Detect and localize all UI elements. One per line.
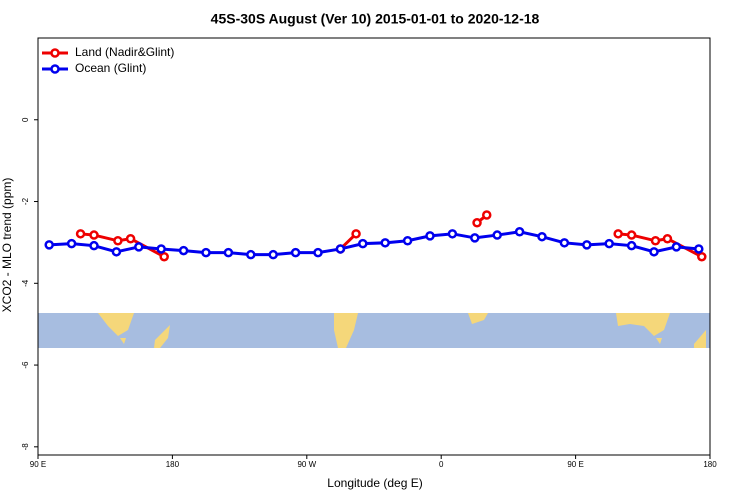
data-point [626,230,637,240]
data-point [402,236,413,246]
chart-title: 45S-30S August (Ver 10) 2015-01-01 to 20… [211,11,540,27]
data-point [290,247,301,258]
land-shape [154,325,170,348]
x-tick-label: 90 W [297,460,316,469]
data-point [537,231,547,242]
land-shape [468,313,488,324]
land-shape [120,338,126,344]
y-tick-label: -2 [21,197,30,205]
series-line [49,230,699,257]
x-axis-label: Longitude (deg E) [327,476,422,490]
data-point [626,240,637,251]
data-point [351,229,361,239]
data-point [358,238,368,249]
data-point [649,247,659,257]
land-shape [616,313,670,336]
y-tick-label: -8 [21,443,30,451]
y-tick-label: -4 [21,279,30,287]
data-point [694,244,704,254]
land-shape [656,338,662,344]
data-point [613,229,623,239]
data-point [425,231,435,241]
plot-frame [37,37,711,456]
data-point [447,229,458,239]
data-point [111,247,122,257]
data-point [268,249,278,260]
x-tick-label: 180 [703,460,717,469]
data-point [125,233,136,244]
data-point [201,247,211,258]
data-point [671,242,682,252]
data-point [313,247,323,258]
data-point [697,251,707,262]
data-point [134,242,144,252]
land-shape [98,313,134,336]
legend-marker [50,48,60,58]
data-point [481,210,492,220]
data-point [223,247,234,258]
data-point [159,251,169,262]
legend-label: Land (Nadir&Glint) [75,45,174,59]
data-point [335,244,346,254]
data-point [492,230,502,240]
legend-label: Ocean (Glint) [75,61,146,75]
data-point [44,240,54,250]
data-point [604,238,614,249]
data-point [246,249,256,260]
y-axis-label: XCO2 - MLO trend (ppm) [0,178,14,313]
x-tick-label: 180 [166,460,180,469]
data-point [662,233,673,244]
data-point [113,236,123,246]
data-point [75,229,86,239]
y-tick-label: 0 [21,117,30,122]
data-point [66,238,77,249]
x-tick-label: 90 E [567,460,583,469]
data-point [178,245,189,256]
land-shape [694,330,706,348]
land-shape [334,313,358,348]
map-strip [38,313,710,348]
data-point [89,240,99,251]
ocean-background [38,313,710,348]
data-point [472,218,482,228]
data-point [514,227,525,237]
data-point [89,230,99,240]
x-tick-label: 0 [439,460,444,469]
data-point [156,244,166,254]
data-point [470,233,480,243]
legend-marker [50,64,60,74]
data-point [650,236,661,246]
x-tick-label: 90 E [30,460,46,469]
data-point [380,238,390,248]
data-point [559,238,570,248]
y-tick-label: -6 [21,361,30,369]
data-point [582,240,592,250]
